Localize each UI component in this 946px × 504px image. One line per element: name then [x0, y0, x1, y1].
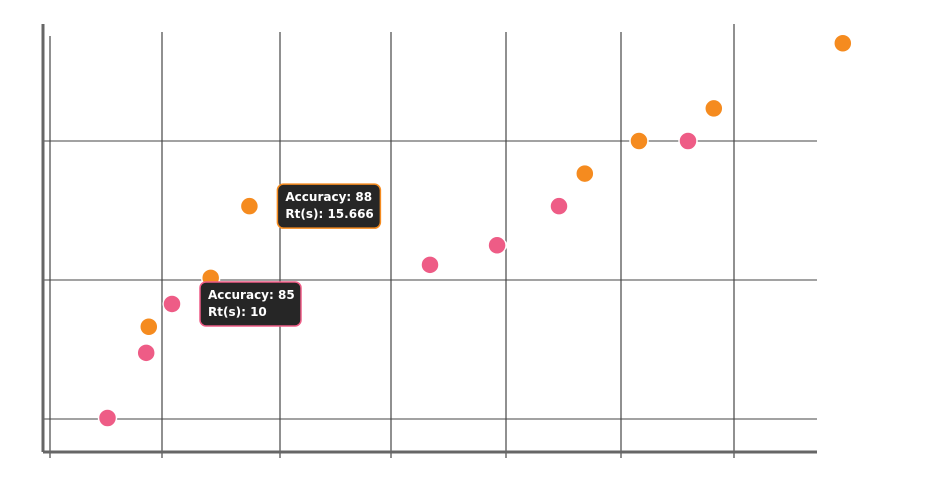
tooltip-accuracy-label: Accuracy: 85	[208, 288, 295, 302]
tooltip-box	[199, 281, 302, 327]
tooltip: Accuracy: 85 Rt(s): 10	[199, 281, 302, 327]
data-point-series-2[interactable]	[629, 131, 649, 151]
tooltip: Accuracy: 88 Rt(s): 15.666	[276, 183, 382, 229]
tooltip-rt-label: Rt(s): 10	[208, 305, 267, 319]
data-point-series-1[interactable]	[487, 235, 507, 256]
tooltip-box	[276, 183, 382, 229]
data-point-series-2[interactable]	[833, 33, 853, 53]
vertical-gridlines	[49, 24, 735, 458]
data-point-series-1[interactable]	[97, 408, 118, 428]
data-point-series-2[interactable]	[575, 163, 595, 184]
data-point-series-2[interactable]	[704, 98, 724, 119]
data-points	[97, 33, 853, 428]
data-point-series-1[interactable]	[549, 196, 569, 216]
data-point-series-1[interactable]	[136, 343, 156, 363]
data-point-series-1[interactable]	[162, 294, 182, 314]
tooltips: Accuracy: 88 Rt(s): 15.666 Accuracy: 85 Rt(…	[199, 183, 382, 327]
tooltip-accuracy-label: Accuracy: 88	[285, 190, 372, 204]
data-point-series-2[interactable]	[239, 196, 260, 216]
data-point-series-2[interactable]	[139, 317, 159, 337]
data-point-series-1[interactable]	[420, 255, 440, 275]
horizontal-gridlines	[43, 140, 817, 420]
tooltip-rt-label: Rt(s): 15.666	[285, 207, 373, 221]
data-point-series-1[interactable]	[678, 131, 698, 151]
